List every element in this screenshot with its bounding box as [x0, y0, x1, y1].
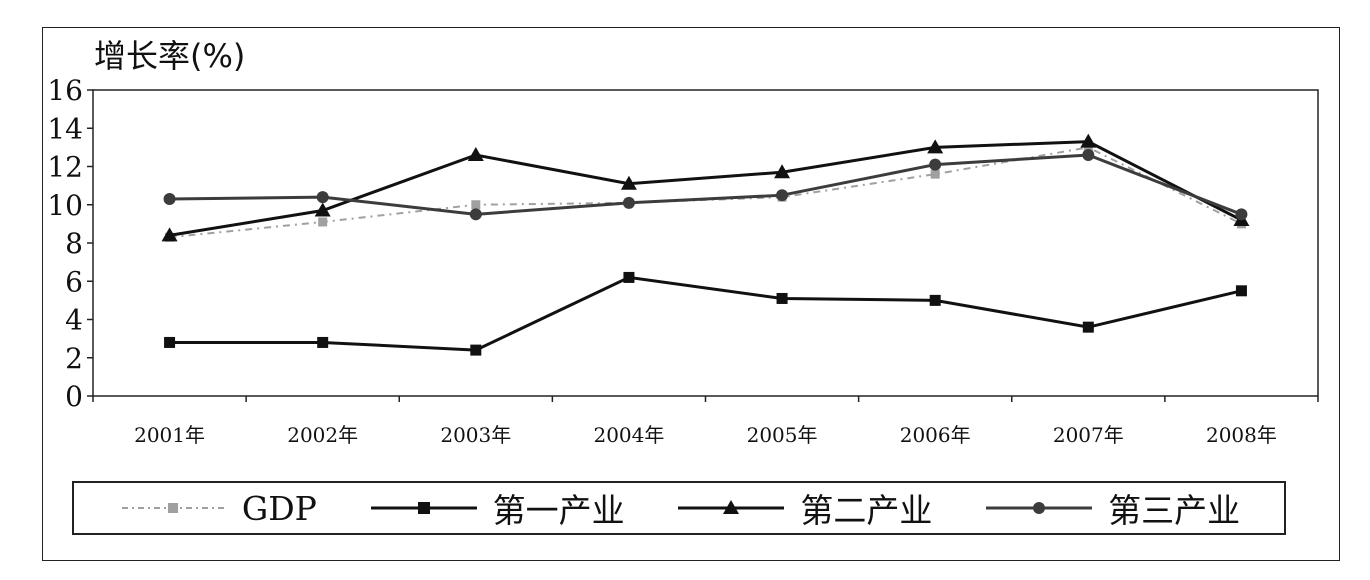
legend-swatch-gdp	[121, 503, 224, 513]
series-point-1	[164, 336, 176, 348]
series-point-3	[929, 158, 942, 171]
series-point-2	[927, 139, 944, 154]
series-point-1	[1235, 285, 1247, 297]
series-point-0	[471, 200, 481, 210]
x-tick-label: 2006年	[900, 423, 971, 447]
series-point-2	[1080, 133, 1097, 148]
plot-area	[92, 89, 1319, 397]
x-tick-label: 2007年	[1053, 423, 1124, 447]
x-tick-label: 2005年	[747, 423, 818, 447]
series-line-1	[169, 275, 1242, 352]
series-point-1	[929, 294, 941, 306]
legend: GDP 第一产业 第二产业 第三产业	[72, 481, 1286, 535]
series-point-1	[1082, 321, 1094, 333]
legend-label-secondary: 第二产业	[800, 491, 933, 530]
y-tick-label: 4	[65, 304, 83, 337]
series-point-3	[1082, 149, 1095, 162]
series-point-3	[622, 196, 635, 209]
y-tick-label: 10	[47, 189, 83, 222]
series-point-2	[774, 164, 791, 179]
series-point-3	[316, 191, 329, 204]
series-point-2	[161, 227, 178, 242]
x-tick-label: 2002年	[287, 423, 358, 447]
series-point-3	[1235, 208, 1248, 221]
legend-swatch-primary	[370, 502, 477, 514]
series-point-0	[930, 169, 940, 179]
series-line-0	[169, 146, 1242, 239]
legend-item-tertiary: 第三产业	[984, 484, 1240, 532]
series-point-2	[620, 175, 637, 190]
series-point-3	[776, 189, 789, 202]
legend-label-tertiary: 第三产业	[1108, 491, 1241, 530]
series-point-3	[163, 193, 176, 206]
legend-item-secondary: 第二产业	[676, 484, 932, 532]
y-tick-label: 12	[47, 151, 83, 184]
x-tick-label: 2004年	[593, 423, 664, 447]
y-tick-label: 16	[47, 74, 83, 107]
series-point-1	[470, 344, 482, 356]
x-tick-label: 2003年	[440, 423, 511, 447]
legend-swatch-secondary	[678, 500, 785, 514]
series-point-1	[317, 336, 329, 348]
chart-frame	[42, 27, 1340, 561]
y-tick-label: 0	[65, 380, 83, 413]
legend-label-primary: 第一产业	[492, 491, 625, 530]
line-chart: 0 2 4 6 8 10 12 14 16 2001年 2002年 2003年 2004年 2005年 20…	[47, 74, 1319, 447]
legend-item-gdp: GDP	[118, 489, 317, 528]
x-tick-label: 2001年	[134, 423, 205, 447]
series-point-3	[469, 208, 482, 221]
series-point-2	[314, 202, 331, 217]
legend-label-gdp: GDP	[241, 488, 317, 528]
series-point-2	[467, 147, 484, 162]
y-axis-label: 增长率(%)	[94, 37, 246, 75]
series-point-0	[318, 217, 328, 227]
series-point-1	[623, 271, 635, 283]
series-line-3	[169, 153, 1242, 216]
series-point-1	[776, 292, 788, 304]
legend-swatch-tertiary	[986, 502, 1093, 514]
x-tick-label: 2008年	[1206, 423, 1277, 447]
legend-item-primary: 第一产业	[369, 484, 625, 532]
y-tick-label: 2	[65, 342, 83, 375]
y-tick-label: 8	[65, 227, 83, 260]
y-tick-label: 6	[65, 265, 83, 298]
y-tick-label: 14	[47, 112, 83, 145]
